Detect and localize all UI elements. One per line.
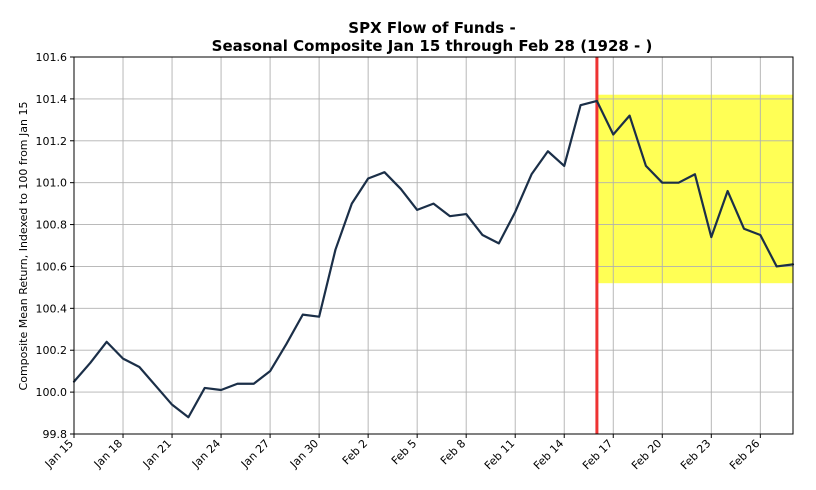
y-tick-label: 100.6: [36, 260, 68, 273]
series-line: [72, 99, 795, 419]
y-tick-label: 100.4: [36, 302, 68, 315]
x-tick-label: Feb 5: [389, 437, 419, 467]
x-tick-label: Jan 24: [189, 437, 223, 471]
y-tick-label: 101.2: [36, 135, 68, 148]
x-tick-label: Jan 15: [42, 437, 76, 471]
x-tick-label: Feb 26: [727, 437, 762, 472]
x-tick-label: Feb 11: [482, 437, 517, 472]
x-tick-label: Feb 14: [531, 437, 566, 472]
y-tick-label: 101.4: [36, 93, 68, 106]
x-tick-label: Feb 2: [340, 437, 370, 467]
x-tick-label: Jan 21: [140, 437, 174, 471]
x-tick-label: Feb 23: [678, 437, 713, 472]
x-tick-label: Feb 8: [438, 437, 468, 467]
y-tick-label: 100.8: [36, 219, 68, 232]
x-tick-label: Feb 17: [580, 437, 615, 472]
x-tick-label: Feb 20: [629, 437, 664, 472]
y-tick-label: 100.0: [36, 386, 68, 399]
y-tick-label: 100.2: [36, 344, 68, 357]
plot-area: 99.8 100.0 100.2 100.4 100.6 100.8 101.0 101.2 1…: [36, 51, 795, 472]
chart-subtitle: Seasonal Composite Jan 15 through Feb 28…: [212, 37, 653, 55]
x-tick-label: Jan 27: [238, 437, 272, 471]
y-tick-label: 101.0: [36, 177, 68, 190]
y-tick-label: 99.8: [43, 428, 68, 441]
highlight-region: [596, 94, 793, 284]
y-tick-label: 101.6: [36, 51, 68, 64]
y-axis-label: Composite Mean Return, Indexed to 100 fr…: [17, 102, 30, 391]
chart-title: SPX Flow of Funds -: [348, 19, 515, 37]
plot-frame: [73, 56, 794, 435]
x-tick-label: Jan 18: [91, 437, 125, 471]
x-tick-label: Jan 30: [287, 437, 321, 471]
